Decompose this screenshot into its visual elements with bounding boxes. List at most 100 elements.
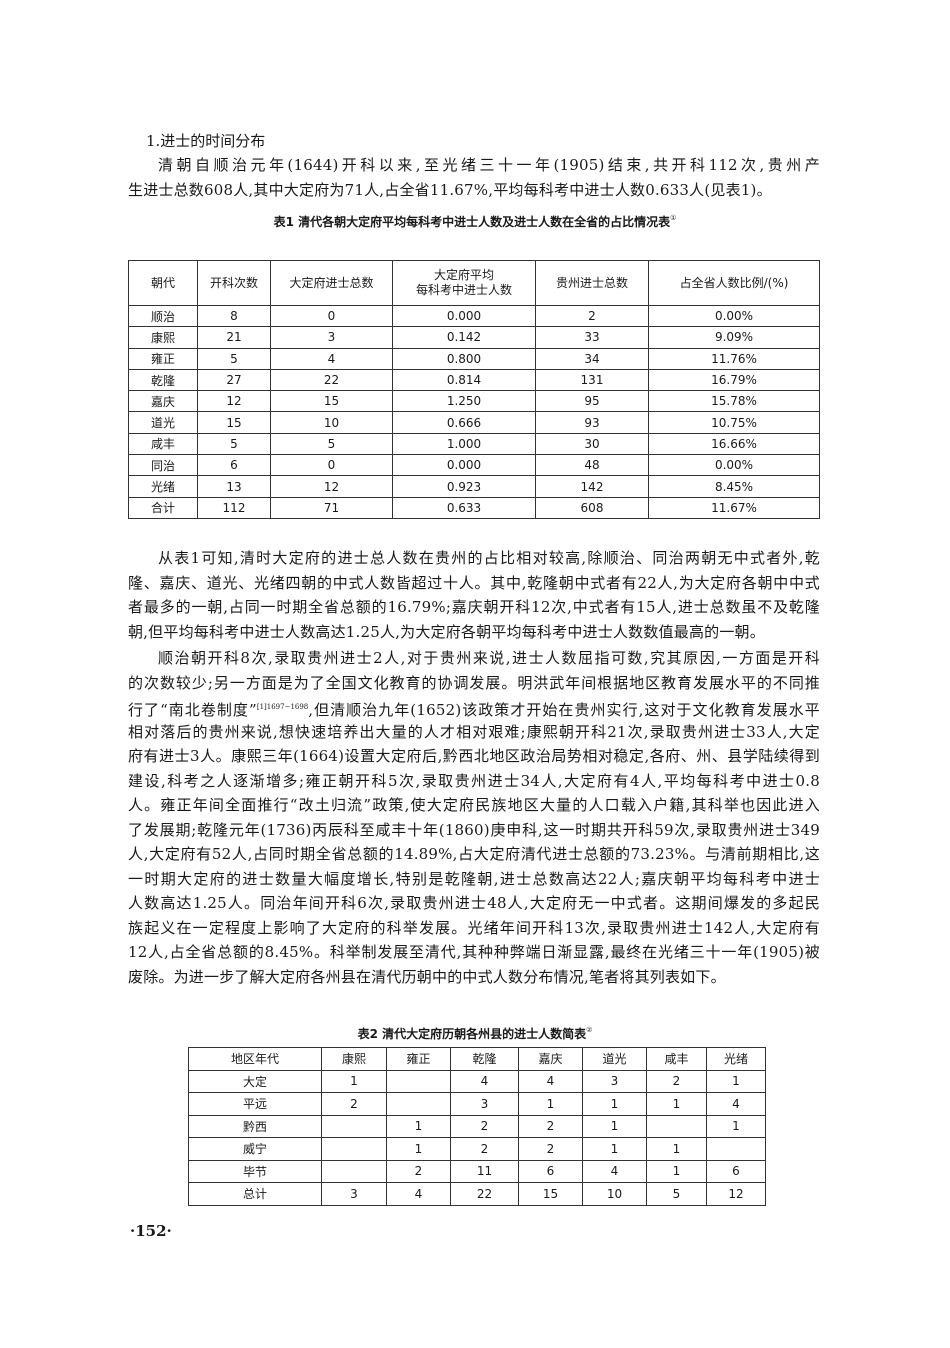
table-cell: 5 [197,432,271,456]
table-row: 咸丰 5 5 1.000 30 16.66% [128,432,820,456]
table-row: 威宁 1 2 2 1 1 [188,1137,766,1161]
text-line: 人数高达1.25人。同治年间开科6次,录取贵州进士48人,大定府无一中式者。这期… [128,894,820,912]
table-cell [706,1137,766,1161]
table-cell: 0.633 [392,496,536,519]
table-cell: 0.814 [392,368,536,392]
column-header: 雍正 [386,1047,451,1071]
table1-caption: 表1 清代各朝大定府平均每科考中进士人数及进士人数在全省的占比情况表① [0,213,950,230]
table-cell: 0 [270,454,393,477]
paragraph-1: 清朝自顺治元年(1644)开科以来,至光绪三十一年(1905)结束,共开科112… [128,153,820,202]
table-cell: 112 [197,496,271,519]
table-cell: 2 [646,1069,707,1093]
table-cell: 咸丰 [128,432,198,456]
paragraph-2: 从表1可知,清时大定府的进士总人数在贵州的占比相对较高,除顺治、同治两朝无中式者… [128,546,820,644]
text-line: 废除。为进一步了解大定府各州县在清代历朝中的中式人数分布情况,笔者将其列表如下。 [128,967,726,986]
table-cell: 0.000 [392,454,536,477]
table-cell: 2 [450,1114,519,1138]
text-line: 建设,科考之人逐渐增多;雍正朝开科5次,录取贵州进士34人,大定府有4人,平均每… [128,771,820,790]
text-line: 12人,占全省总额的8.45%。科举制发展至清代,其种种弊端日渐显露,最终在光绪… [128,943,820,961]
table-cell: 0.923 [392,475,536,498]
table-cell: 16.66% [648,432,820,456]
table-cell [386,1092,451,1116]
table-row: 顺治 8 0 0.000 2 0.00% [128,304,820,328]
column-header: 康熙 [321,1047,387,1071]
table-cell: 1.250 [392,390,536,413]
table-cell [321,1159,387,1183]
table-cell: 0.142 [392,326,536,349]
table-cell: 1 [582,1114,647,1138]
text-line: 相对落后的贵州来说,想快速培养出大量的人才相对艰难;康熙朝开科21次,录取贵州进… [128,722,820,741]
table-cell: 雍正 [128,347,198,370]
table-cell: 8 [197,304,271,328]
text-line: 隆、嘉庆、道光、光绪四朝的中式人数皆超过十人。其中,乾隆朝中式者有22人,为大定… [128,573,820,592]
table-row: 黔西 1 2 2 1 1 [188,1114,766,1138]
table-cell: 15 [270,390,393,413]
column-header: 乾隆 [450,1047,519,1071]
table-cell: 34 [535,347,649,370]
table-cell: 0.00% [648,304,820,328]
table-cell: 27 [197,368,271,392]
citation: [1]1697−1698 [256,703,309,711]
table-cell: 4 [582,1159,647,1183]
table-cell: 6 [518,1159,583,1183]
table-cell: 48 [535,454,649,477]
text-line: 清朝自顺治元年(1644)开科以来,至光绪三十一年(1905)结束,共开科112… [158,156,820,174]
table-cell: 608 [535,496,649,519]
table-cell: 威宁 [188,1137,322,1161]
table-row: 合计 112 71 0.633 608 11.67% [128,496,820,519]
table-cell: 2 [518,1114,583,1138]
table-row: 平远 2 3 1 1 1 4 [188,1092,766,1116]
table-cell: 4 [270,347,393,370]
table-cell: 2 [535,304,649,328]
table-row: 嘉庆 12 15 1.250 95 15.78% [128,390,820,413]
table-cell: 5 [197,347,271,370]
table-cell: 总计 [188,1182,322,1206]
table-cell: 1 [582,1137,647,1161]
column-header: 大定府进士总数 [270,260,393,306]
table-cell: 16.79% [648,368,820,392]
table-cell: 1 [646,1092,707,1116]
table-cell: 9.09% [648,326,820,349]
paragraph-3: 顺治朝开科8次,录取贵州进士2人,对于贵州来说,进士人数屈指可数,究其原因,一方… [128,646,820,989]
table-1: 朝代 开科次数 大定府进士总数 大定府平均 每科考中进士人数 贵州进士总数 占全省人数比例… [128,260,820,519]
column-header: 咸丰 [646,1047,707,1071]
table-cell: 0 [270,304,393,328]
table-cell: 3 [582,1069,647,1093]
table-cell: 15 [518,1182,583,1206]
table-cell: 1 [518,1092,583,1116]
text-segment: 行了“南北卷制度” [128,701,257,719]
text-line: 者最多的一朝,占同一时期全省总额的16.79%;嘉庆朝开科12次,中式者有15人… [128,598,820,616]
table-cell: 顺治 [128,304,198,328]
table-cell: 0.000 [392,304,536,328]
column-header: 光绪 [706,1047,766,1071]
table-row: 毕节 2 11 6 4 1 6 [188,1159,766,1183]
table-cell: 8.45% [648,475,820,498]
table-cell: 4 [450,1069,519,1093]
table-cell: 4 [518,1069,583,1093]
table-cell: 21 [197,326,271,349]
table-header-row: 朝代 开科次数 大定府进士总数 大定府平均 每科考中进士人数 贵州进士总数 占全省人数比例… [128,260,820,306]
table-header-row: 地区年代 康熙 雍正 乾隆 嘉庆 道光 咸丰 光绪 [188,1047,766,1071]
table-cell: 大定 [188,1069,322,1093]
caption-text: 表1 清代各朝大定府平均每科考中进士人数及进士人数在全省的占比情况表 [273,215,671,229]
text-line: 人。雍正年间全面推行“改土归流”政策,使大定府民族地区大量的人口载入户籍,其科举… [128,796,820,814]
column-header: 地区年代 [188,1047,322,1071]
table-cell: 1 [646,1137,707,1161]
table-row: 康熙 21 3 0.142 33 9.09% [128,326,820,349]
table-cell: 11.67% [648,496,820,519]
table-cell: 乾隆 [128,368,198,392]
table-cell: 光绪 [128,475,198,498]
table-cell: 6 [706,1159,766,1183]
table-cell: 3 [321,1182,387,1206]
footnote-mark: ① [670,214,677,222]
table-cell: 嘉庆 [128,390,198,413]
caption-text: 表2 清代大定府历朝各州县的进士人数简表 [357,1027,587,1041]
text-line: 顺治朝开科8次,录取贵州进士2人,对于贵州来说,进士人数屈指可数,究其原因,一方… [158,649,820,667]
table-cell: 93 [535,411,649,434]
table-cell: 15 [197,411,271,434]
column-header: 贵州进士总数 [535,260,649,306]
table-cell: 10.75% [648,411,820,434]
text-line: 的次数较少;另一方面是为了全国文化教育的协调发展。明洪武年间根据地区教育发展水平… [128,673,820,692]
table-cell [386,1069,451,1093]
table-cell: 95 [535,390,649,413]
